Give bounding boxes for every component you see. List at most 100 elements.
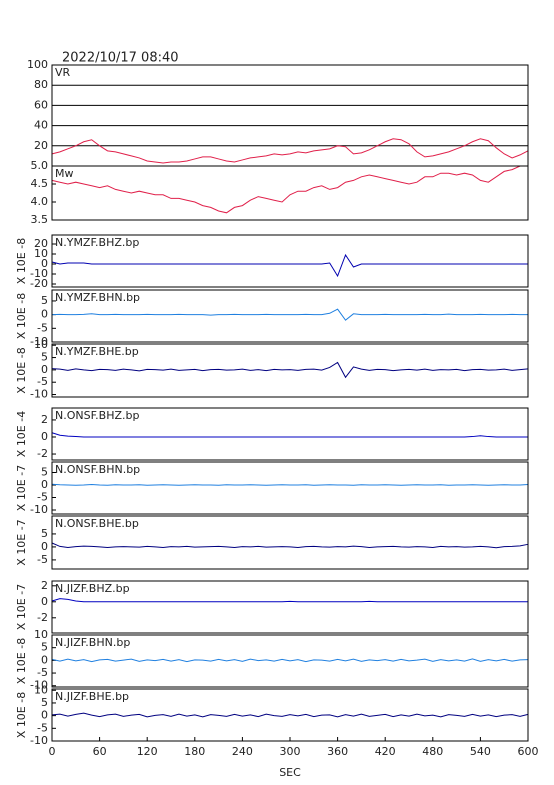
- y-tick-label: 10: [34, 683, 48, 696]
- y-tick-label: 0: [41, 709, 48, 722]
- y-axis-label: X 10E -8: [15, 692, 28, 738]
- x-tick-label: 120: [137, 745, 158, 758]
- y-tick-label: 5: [41, 641, 48, 654]
- x-tick-label: 420: [375, 745, 396, 758]
- x-axis-label: SEC: [279, 766, 301, 779]
- line: [51, 432, 528, 438]
- panel-frame: [51, 461, 529, 515]
- y-tick-label: -5: [37, 721, 48, 734]
- panel-title: N.YMZF.BHE.bp: [55, 345, 139, 358]
- x-tick-label: 600: [518, 745, 539, 758]
- y-tick-label: 20: [34, 237, 48, 250]
- line: [51, 308, 528, 321]
- x-tick-label: 240: [232, 745, 253, 758]
- y-tick-label: 10: [34, 338, 48, 351]
- y-tick-label: -10: [30, 734, 48, 747]
- panel-frame: [51, 688, 529, 742]
- panel-frame: [51, 289, 529, 343]
- y-axis-label: X 10E -4: [15, 411, 28, 457]
- panel-title: N.JIZF.BHN.bp: [55, 636, 130, 649]
- y-tick-label: -5: [37, 553, 48, 566]
- y-axis-label: X 10E -8: [15, 293, 28, 339]
- panel-frame: [51, 634, 529, 688]
- y-tick-label: -5: [37, 321, 48, 334]
- y-axis-label: X 10E -8: [15, 347, 28, 393]
- y-tick-label: 5: [41, 351, 48, 364]
- y-tick-label: -10: [30, 503, 48, 516]
- y-tick-label: 20: [34, 139, 48, 152]
- line: [51, 598, 528, 603]
- y-tick-label: 5: [41, 466, 48, 479]
- y-tick-label: 0: [41, 257, 48, 270]
- panel-frame: [51, 515, 529, 570]
- y-tick-label: -10: [30, 335, 48, 348]
- panel-frame: [51, 343, 529, 398]
- y-tick-label: 2: [41, 579, 48, 592]
- x-tick-label: 0: [49, 745, 56, 758]
- y-tick-label: 4.5: [31, 177, 49, 190]
- y-tick-label: -5: [37, 666, 48, 679]
- line: [51, 138, 529, 164]
- y-tick-label: -20: [30, 277, 48, 290]
- y-tick-label: 0: [41, 653, 48, 666]
- panel-frame: [51, 64, 529, 167]
- x-tick-label: 540: [470, 745, 491, 758]
- y-tick-label: 0: [41, 363, 48, 376]
- y-axis-label: X 10E -7: [15, 465, 28, 511]
- y-tick-label: -2: [37, 447, 48, 460]
- y-tick-label: 0: [41, 308, 48, 321]
- y-axis-label: X 10E -8: [15, 638, 28, 684]
- line: [51, 658, 529, 663]
- y-tick-label: -10: [30, 679, 48, 692]
- x-tick-label: 300: [280, 745, 301, 758]
- y-tick-label: 3.5: [31, 213, 49, 226]
- panel-frame: [51, 234, 529, 288]
- panel-title: N.ONSF.BHN.bp: [55, 463, 140, 476]
- x-tick-label: 180: [184, 745, 205, 758]
- panel-title: N.JIZF.BHZ.bp: [55, 582, 130, 595]
- line: [51, 542, 529, 549]
- y-tick-label: -5: [37, 375, 48, 388]
- y-tick-label: 0: [41, 595, 48, 608]
- y-tick-label: 100: [27, 58, 48, 71]
- y-tick-label: 5.0: [31, 159, 49, 172]
- y-tick-label: 0: [41, 430, 48, 443]
- y-tick-label: 10: [34, 628, 48, 641]
- line: [51, 165, 528, 214]
- line: [51, 483, 529, 486]
- y-tick-label: -10: [30, 388, 48, 401]
- y-tick-label: 10: [34, 247, 48, 260]
- y-tick-label: 5: [41, 696, 48, 709]
- panel-frame: [51, 165, 529, 221]
- panel-title: N.YMZF.BHZ.bp: [55, 236, 139, 249]
- y-tick-label: 80: [34, 78, 48, 91]
- panel-title: VR: [55, 66, 71, 79]
- y-axis-label: X 10E -7: [15, 519, 28, 565]
- panel-frame: [51, 407, 529, 461]
- panel-title: N.ONSF.BHE.bp: [55, 517, 139, 530]
- y-tick-label: -5: [37, 491, 48, 504]
- y-tick-label: 4.0: [31, 195, 49, 208]
- line: [51, 253, 528, 278]
- y-tick-label: 0: [41, 540, 48, 553]
- y-tick-label: -2: [37, 611, 48, 624]
- panel-title: N.ONSF.BHZ.bp: [55, 409, 139, 422]
- y-tick-label: 60: [34, 98, 48, 111]
- x-tick-label: 360: [327, 745, 348, 758]
- y-tick-label: 0: [41, 478, 48, 491]
- y-tick-label: 2: [41, 413, 48, 426]
- x-tick-label: 480: [422, 745, 443, 758]
- y-tick-label: 5: [41, 294, 48, 307]
- x-tick-label: 60: [93, 745, 107, 758]
- y-axis-label: X 10E -7: [15, 584, 28, 630]
- line: [51, 361, 529, 379]
- y-tick-label: 5: [41, 527, 48, 540]
- panel-title: N.JIZF.BHE.bp: [55, 690, 129, 703]
- panel-frame: [51, 580, 529, 634]
- y-axis-label: X 10E -8: [15, 238, 28, 284]
- figure-title: 2022/10/17 08:40: [62, 51, 179, 66]
- y-tick-label: 40: [34, 119, 48, 132]
- panel-title: Mw: [55, 167, 74, 180]
